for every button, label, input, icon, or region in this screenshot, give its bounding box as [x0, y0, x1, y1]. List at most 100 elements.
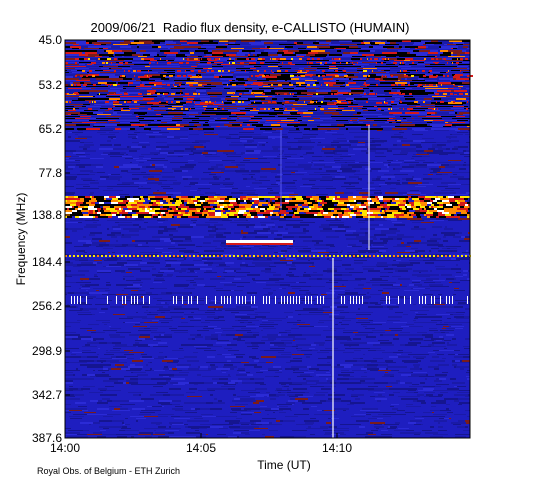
spectrogram-cell	[440, 122, 445, 123]
spectrogram-cell	[228, 246, 239, 247]
spectrogram-cell	[130, 40, 134, 42]
spectrogram-cell	[287, 80, 297, 81]
spectrogram-cell	[65, 262, 73, 264]
spectrogram-cell	[408, 68, 416, 69]
spectrogram-cell	[373, 90, 384, 92]
spectrogram-cell	[261, 40, 274, 42]
spectrogram-cell	[351, 102, 353, 104]
spectrogram-cell	[217, 112, 231, 114]
spectrogram-cell	[435, 104, 441, 105]
spectrogram-cell	[336, 94, 343, 95]
spectrogram-cell	[130, 122, 140, 123]
spectrogram-cell	[190, 334, 197, 336]
spectrogram-cell	[121, 362, 127, 363]
spectrogram-cell	[333, 78, 335, 80]
spectrogram-cell	[247, 66, 254, 67]
spectrogram-cell	[138, 144, 147, 146]
spectrogram-cell	[410, 110, 425, 111]
spectrogram-cell	[272, 72, 274, 73]
spectrogram-cell	[266, 284, 280, 286]
spectrogram-cell	[313, 60, 322, 61]
spectrogram-cell	[92, 42, 100, 44]
spectrogram-cell	[245, 88, 252, 89]
spectrogram-cell	[338, 56, 352, 57]
spectrogram-cell	[169, 126, 184, 127]
spectrogram-cell	[70, 104, 83, 105]
spectrogram-cell	[78, 130, 83, 131]
spectrogram-cell	[451, 70, 461, 71]
spectrogram-cell	[403, 102, 417, 104]
spectrogram-cell	[297, 72, 307, 73]
spectrogram-cell	[150, 66, 165, 67]
spectrogram-cell	[159, 180, 167, 181]
spectrogram-cell	[158, 294, 172, 295]
spectrogram-cell	[166, 380, 170, 382]
spectrogram-cell	[113, 108, 120, 109]
spectrogram-cell	[220, 78, 233, 80]
spectrogram-cell	[100, 108, 113, 109]
spectrogram-cell	[286, 42, 294, 44]
spectrogram-cell	[230, 368, 234, 370]
spectrogram-cell	[451, 322, 465, 323]
spectrogram-cell	[398, 304, 400, 305]
spectrogram-cell	[68, 114, 71, 115]
spectrogram-cell	[160, 270, 174, 272]
spectrogram-cell	[383, 288, 398, 289]
spectrogram-cell	[283, 108, 292, 109]
spectrogram-cell	[165, 106, 172, 107]
spectrogram-cell	[452, 364, 457, 366]
spectrogram-cell	[333, 302, 343, 304]
spectrogram-cell	[439, 166, 445, 168]
spectrogram-cell	[94, 276, 98, 277]
spectrogram-cell	[143, 98, 154, 100]
spectrogram-cell	[465, 134, 470, 135]
spectrogram-cell	[448, 122, 452, 123]
spectrogram-cell	[197, 334, 201, 336]
spectrogram-cell	[65, 294, 67, 295]
spectrogram-cell	[410, 340, 412, 341]
spectrogram-cell	[187, 78, 190, 80]
spectrogram-cell	[113, 348, 121, 349]
spectrogram-cell	[143, 68, 151, 69]
spectrogram-cell	[429, 168, 431, 170]
spectrogram-cell	[248, 248, 251, 249]
spectrogram-cell	[79, 146, 90, 148]
spectrogram-cell	[283, 106, 285, 107]
spectrogram-cell	[191, 220, 197, 221]
spectrogram-cell	[155, 174, 161, 175]
spectrogram-cell	[298, 110, 308, 111]
spectrogram-cell	[370, 224, 379, 226]
spectrogram-cell	[344, 274, 352, 276]
spectrogram-cell	[301, 174, 304, 175]
spectrogram-cell	[258, 158, 267, 159]
spectrogram-cell	[252, 332, 259, 333]
spectrogram-cell	[224, 232, 231, 234]
spectrogram-cell	[178, 184, 180, 185]
spectrogram-cell	[134, 78, 140, 80]
spectrogram-cell	[421, 142, 436, 143]
spectrogram-cell	[96, 60, 105, 61]
spectrogram-cell	[422, 56, 435, 57]
spectrogram-cell	[358, 222, 365, 223]
spectrogram-cell	[161, 124, 176, 126]
spectrogram-cell	[182, 210, 189, 212]
spectrogram-cell	[123, 54, 132, 56]
spectrogram-cell	[163, 318, 172, 319]
spectrogram-cell	[426, 374, 428, 376]
spectrogram-cell	[398, 84, 401, 85]
spectrogram-cell	[264, 294, 272, 295]
spectrogram-cell	[302, 178, 317, 180]
spectrogram-cell	[398, 66, 411, 67]
spectrogram-cell	[135, 54, 140, 56]
spectrogram-cell	[310, 56, 314, 57]
spectrogram-cell	[393, 352, 403, 353]
spectrogram-cell	[292, 262, 306, 264]
spectrogram-cell	[266, 142, 268, 143]
spectrogram-cell	[225, 186, 234, 187]
spectrogram-cell	[171, 240, 183, 242]
spectrogram-cell	[189, 122, 199, 123]
spectrogram-cell	[354, 136, 367, 138]
spectrogram-cell	[65, 60, 80, 61]
spectrogram-cell	[437, 80, 450, 81]
spectrogram-cell	[159, 106, 165, 107]
